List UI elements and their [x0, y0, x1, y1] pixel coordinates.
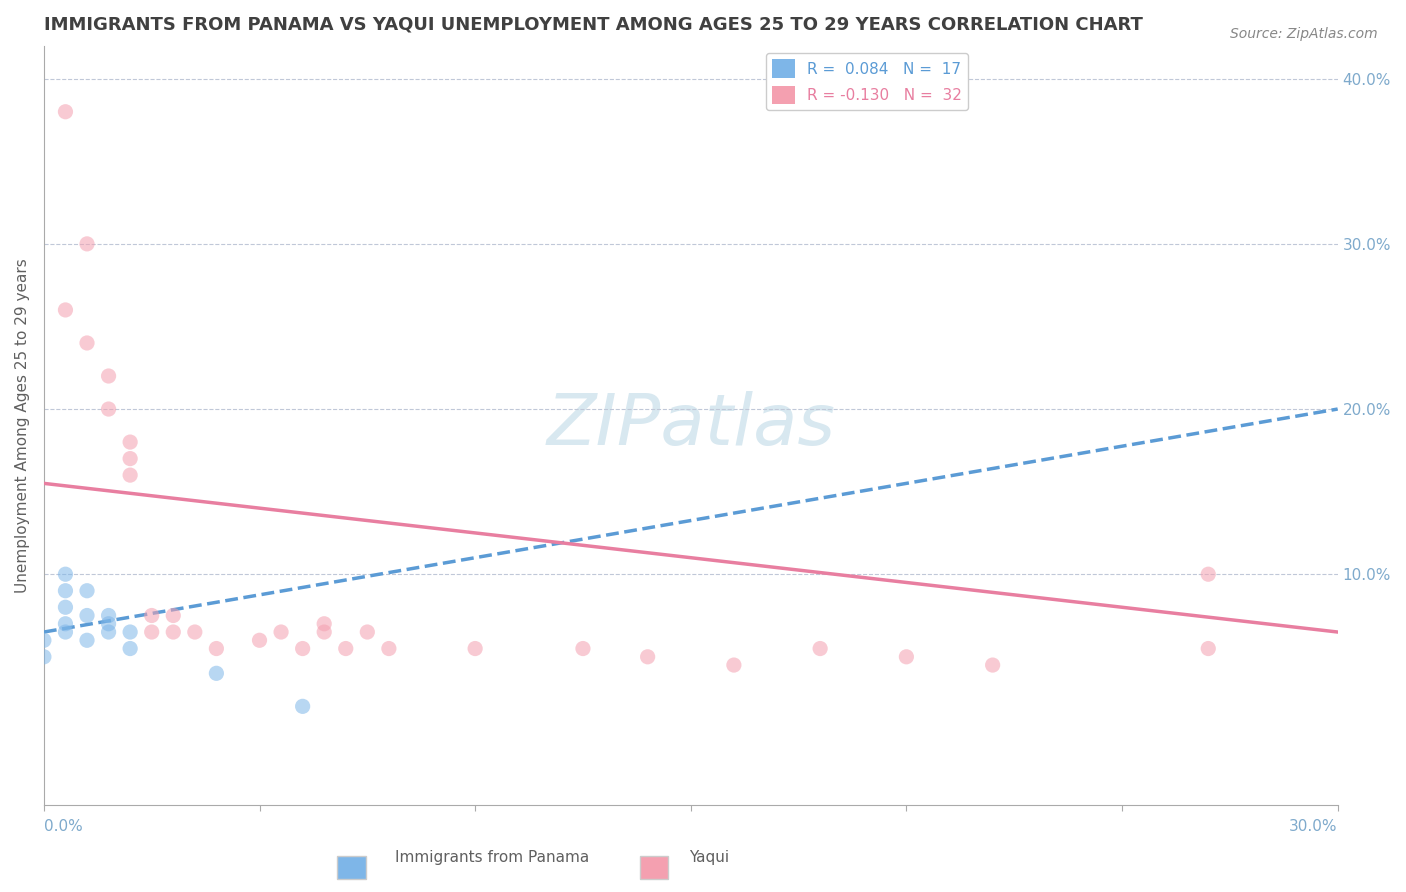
Point	[97, 369, 120, 384]
Point	[97, 625, 120, 640]
Point	[76, 633, 98, 648]
Point	[981, 658, 1004, 673]
Point	[76, 608, 98, 623]
Text: IMMIGRANTS FROM PANAMA VS YAQUI UNEMPLOYMENT AMONG AGES 25 TO 29 YEARS CORRELATI: IMMIGRANTS FROM PANAMA VS YAQUI UNEMPLOY…	[44, 15, 1143, 33]
Point	[76, 236, 98, 251]
Point	[314, 625, 336, 640]
Point	[184, 625, 207, 640]
Point	[97, 608, 120, 623]
Point	[162, 608, 184, 623]
Text: 30.0%: 30.0%	[1289, 819, 1337, 834]
Point	[97, 616, 120, 631]
Point	[120, 451, 142, 466]
Point	[76, 583, 98, 598]
Legend: R =  0.084   N =  17, R = -0.130   N =  32: R = 0.084 N = 17, R = -0.130 N = 32	[765, 54, 967, 111]
Point	[32, 649, 55, 664]
Point	[378, 641, 401, 656]
Point	[55, 600, 77, 615]
Point	[205, 641, 228, 656]
Point	[637, 649, 659, 664]
Point	[120, 435, 142, 450]
Point	[723, 658, 745, 673]
Text: ZIPatlas: ZIPatlas	[547, 391, 835, 460]
Point	[76, 336, 98, 351]
Point	[97, 402, 120, 417]
Point	[32, 633, 55, 648]
Text: Source: ZipAtlas.com: Source: ZipAtlas.com	[1230, 27, 1378, 41]
Point	[896, 649, 918, 664]
Point	[249, 633, 271, 648]
Point	[291, 699, 314, 714]
Point	[120, 641, 142, 656]
Point	[141, 608, 163, 623]
Point	[120, 625, 142, 640]
Point	[572, 641, 595, 656]
Text: Immigrants from Panama: Immigrants from Panama	[395, 850, 589, 865]
Point	[55, 625, 77, 640]
Point	[1197, 567, 1219, 582]
Point	[808, 641, 831, 656]
Point	[55, 104, 77, 119]
Point	[162, 625, 184, 640]
Point	[356, 625, 378, 640]
Y-axis label: Unemployment Among Ages 25 to 29 years: Unemployment Among Ages 25 to 29 years	[15, 258, 30, 593]
Text: Yaqui: Yaqui	[689, 850, 730, 865]
Point	[270, 625, 292, 640]
Point	[314, 616, 336, 631]
Point	[141, 625, 163, 640]
Point	[205, 666, 228, 681]
Point	[55, 583, 77, 598]
Point	[55, 567, 77, 582]
Text: 0.0%: 0.0%	[44, 819, 83, 834]
Point	[335, 641, 357, 656]
Point	[120, 468, 142, 483]
Point	[464, 641, 486, 656]
Point	[55, 302, 77, 317]
Point	[1197, 641, 1219, 656]
Point	[291, 641, 314, 656]
Point	[55, 616, 77, 631]
